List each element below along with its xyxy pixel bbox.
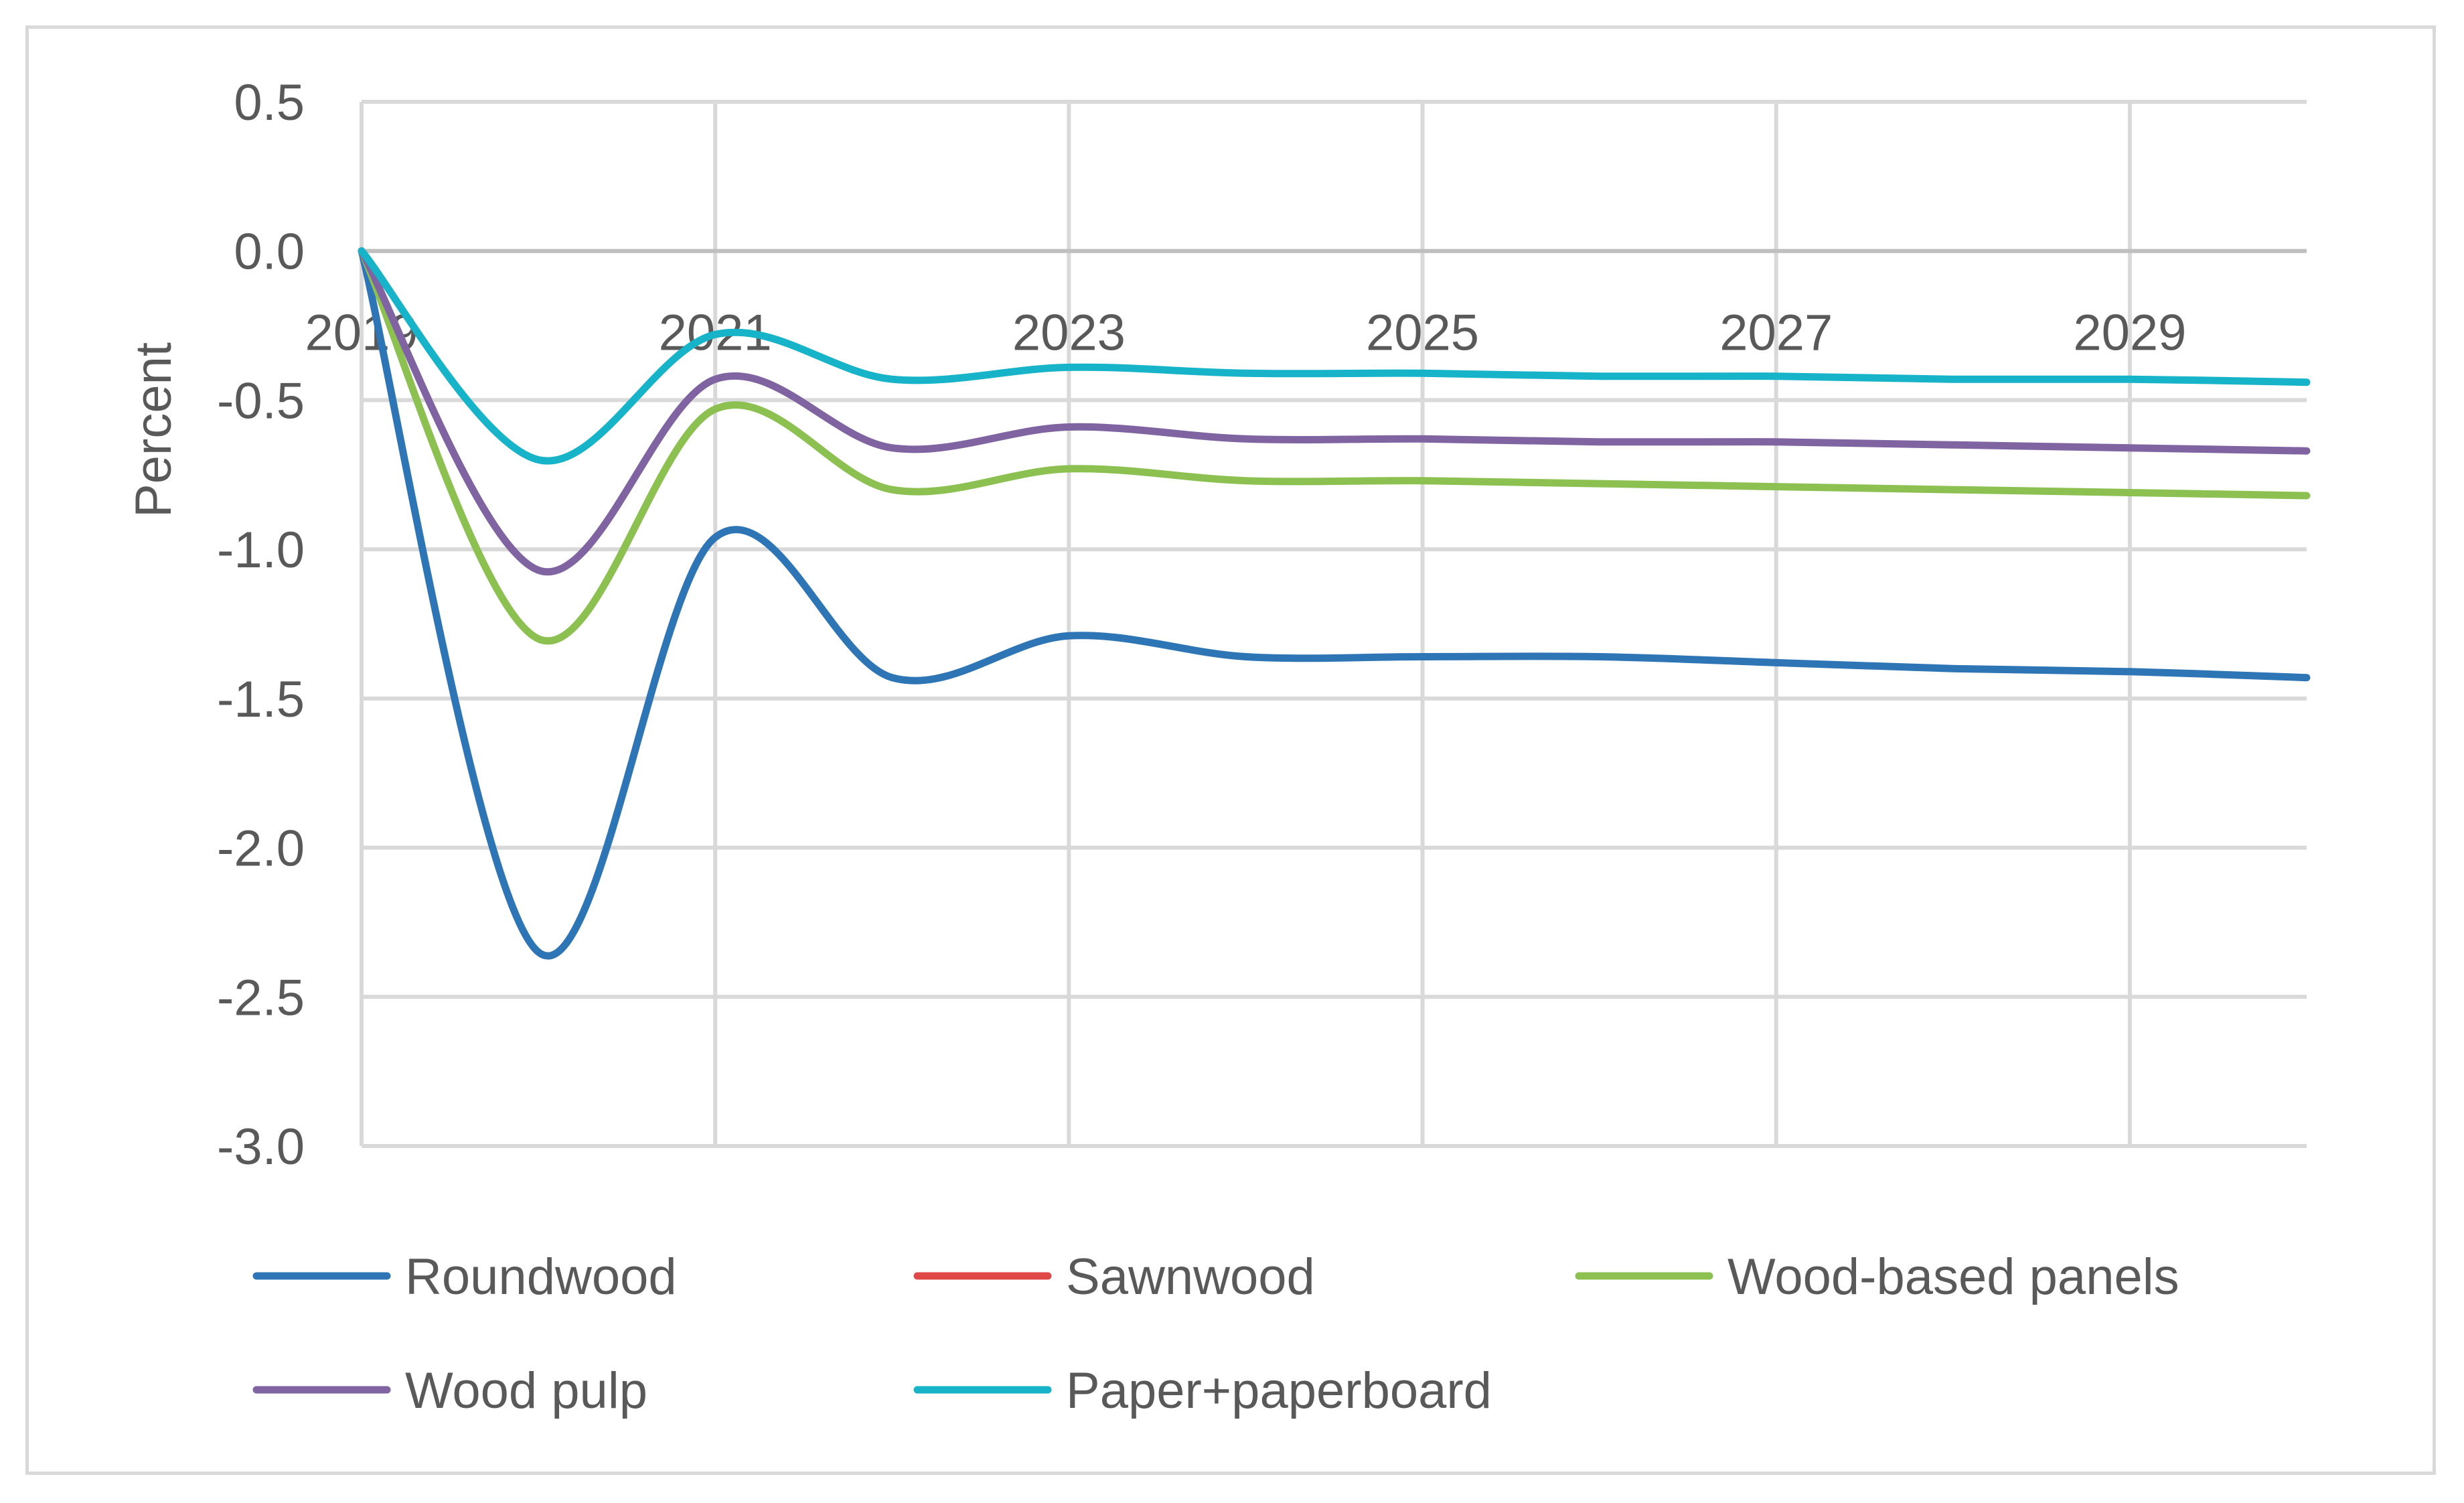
- y-tick-label: -1.5: [217, 671, 305, 728]
- x-tick-label: 2027: [1719, 305, 1833, 362]
- y-tick-label: 0.5: [234, 74, 305, 131]
- legend-label-roundwood: Roundwood: [405, 1248, 677, 1305]
- legend-label-wood-pulp: Wood pulp: [405, 1362, 647, 1419]
- y-axis-title: Percent: [125, 342, 182, 518]
- legend-label-paper-paperboard: Paper+paperboard: [1066, 1362, 1492, 1419]
- x-tick-label: 2029: [2073, 305, 2186, 362]
- legend-label-sawnwood: Sawnwood: [1066, 1248, 1315, 1305]
- y-tick-label: 0.0: [234, 224, 305, 281]
- series-line-paper-paperboard: [358, 247, 2311, 465]
- y-tick-label: -2.0: [217, 820, 305, 877]
- series-line-roundwood: [358, 247, 2311, 960]
- chart-frame: 0.5 0.0 -0.5 -1.0 -1.5 -2.0 -2.5 -3.0 2019 2021 20…: [25, 25, 2436, 1475]
- y-tick-label: -2.5: [217, 969, 305, 1026]
- x-tick-label: 2023: [1012, 305, 1126, 362]
- x-tick-label: 2025: [1366, 305, 1479, 362]
- legend-label-wood-based-panels: Wood-based panels: [1727, 1248, 2179, 1305]
- series-line-wood-pulp: [358, 247, 2311, 576]
- y-tick-label: -3.0: [217, 1119, 305, 1175]
- y-tick-label: -0.5: [217, 372, 305, 429]
- y-tick-label: -1.0: [217, 522, 305, 579]
- series-line-wood-based-panels: [358, 247, 2311, 645]
